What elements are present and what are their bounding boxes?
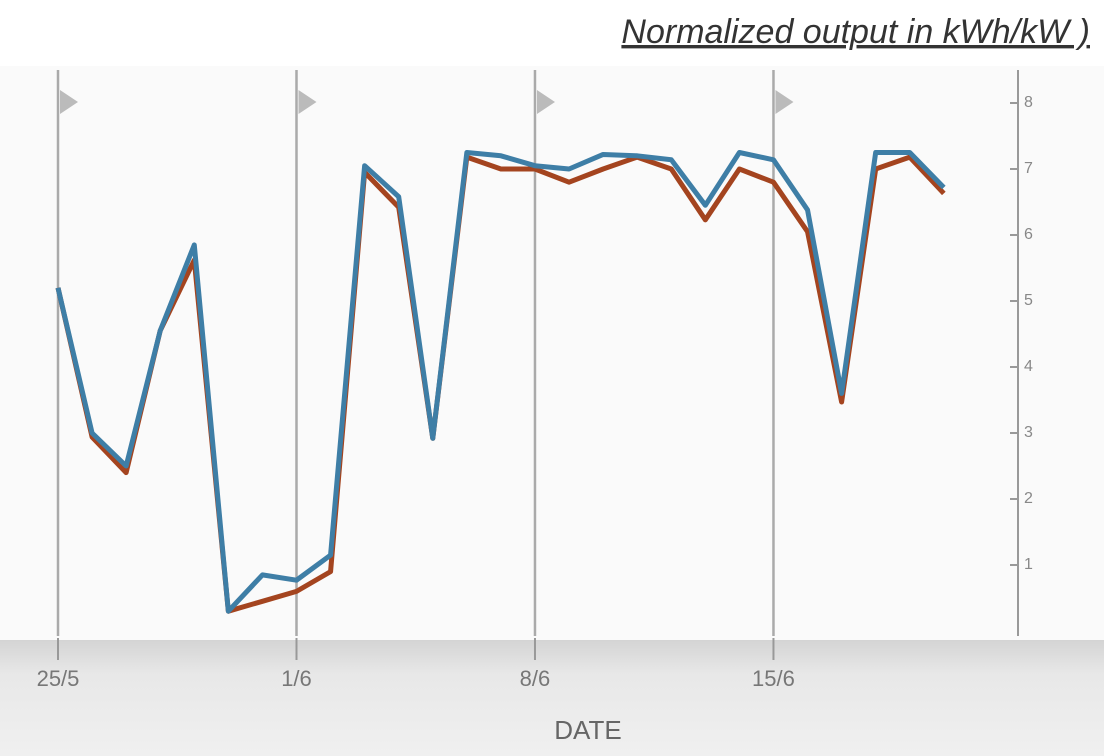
y-tick-label: 6 bbox=[1024, 226, 1033, 243]
x-tick-label: 25/5 bbox=[37, 666, 80, 691]
flag bbox=[775, 90, 794, 114]
chart-title: Normalized output in kWh/kW ) bbox=[621, 13, 1090, 51]
x-tick-label: 8/6 bbox=[520, 666, 551, 691]
y-tick-label: 2 bbox=[1024, 490, 1033, 507]
plot-area bbox=[0, 66, 1104, 642]
flag bbox=[298, 90, 317, 114]
x-tick-label: 15/6 bbox=[752, 666, 795, 691]
y-tick-label: 7 bbox=[1024, 160, 1033, 177]
y-tick-label: 1 bbox=[1024, 556, 1033, 573]
y-tick-label: 3 bbox=[1024, 424, 1033, 441]
y-tick-label: 8 bbox=[1024, 94, 1033, 111]
x-axis-band bbox=[0, 640, 1104, 756]
y-tick-label: 5 bbox=[1024, 292, 1033, 309]
flag bbox=[60, 90, 78, 114]
flag bbox=[536, 90, 555, 114]
x-tick-label: 1/6 bbox=[281, 666, 312, 691]
x-axis-label: DATE bbox=[554, 715, 621, 745]
series-line bbox=[55, 150, 946, 614]
y-tick-label: 4 bbox=[1024, 358, 1033, 375]
